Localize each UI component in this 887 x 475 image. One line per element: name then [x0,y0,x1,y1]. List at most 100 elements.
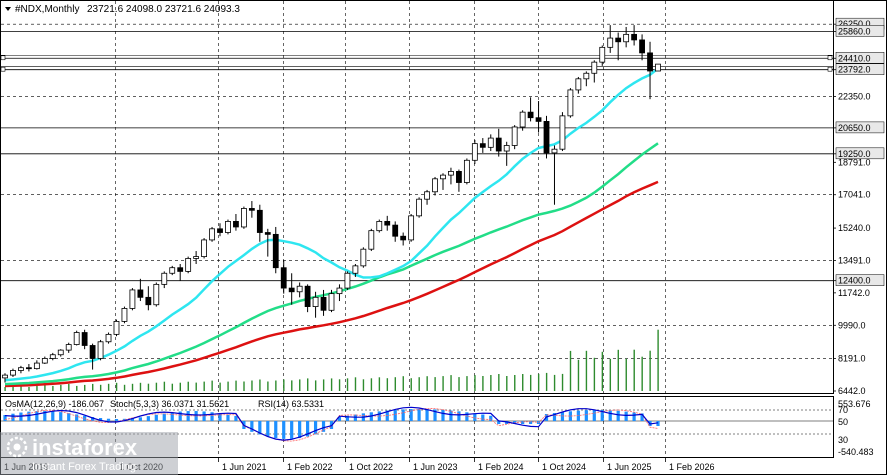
candle-body [185,258,192,272]
osma-histogram-bar [83,415,87,421]
candle-body [193,256,200,259]
osma-histogram-bar [59,412,63,421]
candle-body [18,367,24,371]
candle-body [360,248,367,267]
indicator-axis-label: 553.676 [838,399,871,409]
osma-histogram-bar [154,414,158,421]
osma-histogram-bar [337,417,342,421]
candle-body [416,198,422,217]
candle-body [105,333,112,343]
volume-bar [561,373,564,391]
osma-histogram-bar [274,421,278,439]
rsi-label: RSI(14) 63.5331 [258,399,324,409]
volume-bar [330,378,333,391]
osma-histogram-bar [433,409,437,421]
volume-bar [36,386,38,391]
volume-bar [163,381,166,391]
candle-body [328,293,335,311]
candle-body [2,374,8,379]
level-handle[interactable] [827,66,833,72]
candle-body [256,209,263,233]
osma-histogram-bar [146,416,150,421]
price-label-box [835,63,885,75]
indicator-axis-label: 70 [838,405,848,415]
osma-histogram-bar [417,409,421,421]
level-handle[interactable] [0,66,6,72]
osma-histogram-bar [3,415,7,421]
volume-bar [370,378,373,391]
candle-body [217,228,223,233]
osma-histogram-bar [162,413,166,421]
volume-bar [434,377,436,391]
time-label: 1 Jun 2019 [4,462,49,472]
volume-bar [577,359,580,391]
osma-histogram-bar [656,421,660,426]
candle-body [49,354,56,359]
candle-body [241,208,247,228]
volume-bar [219,382,221,391]
candle-body [97,341,104,359]
candle-body [57,349,64,356]
volume-bar [44,385,46,391]
level-handle[interactable] [0,55,6,61]
volume-bar [346,378,349,391]
candle-body [456,171,462,183]
time-label: 1 Jun 2023 [413,462,458,472]
candle-body [153,283,160,306]
osma-histogram-bar [226,414,230,421]
volume-bar [378,377,381,391]
volume-bar [171,383,174,391]
osma-histogram-bar [194,411,198,421]
osma-histogram-bar [51,411,55,421]
price-label-box [835,121,885,134]
candle-body [392,224,399,237]
time-label: 1 Jun 2021 [222,462,267,472]
candle-body [41,358,48,364]
candle-body [209,228,215,241]
volume-bar [291,380,293,391]
volume-bar [649,350,651,391]
ma-slow-line [4,180,659,388]
candle-body [65,344,72,351]
osma-histogram-bar [27,411,31,421]
candle-body [551,148,558,154]
osma-histogram-bar [98,418,103,421]
osma-histogram-bar [122,418,127,421]
candle-body [527,111,534,119]
osma-histogram-bar [489,415,493,421]
candle-body [272,233,279,269]
price-label: 13491.0 [838,255,871,265]
price-label: 11742.0 [838,288,870,298]
volume-bar [267,381,269,391]
candle-body [89,345,96,359]
volume-bar [402,376,404,391]
osma-histogram-bar [258,421,262,435]
price-label: 19250.0 [838,149,871,159]
osma-histogram-bar [43,411,47,421]
osma-histogram-bar [306,421,310,437]
volume-bar [147,383,150,391]
candle-body [25,367,32,370]
osma-histogram-bar [313,421,318,435]
osma-histogram-bar [11,413,15,421]
volume-bar [522,374,524,391]
candle-body [448,171,454,176]
horizontal-levels [0,31,833,282]
osma-histogram-bar [521,421,525,424]
candle-body [559,115,566,150]
dropdown-triangle-icon[interactable] [5,7,11,11]
osma-histogram-bar [298,421,302,439]
level-handle[interactable] [827,55,833,61]
candle-body [225,221,231,233]
volume-bar [155,382,158,391]
candle-body [233,221,239,228]
volume-bar [482,376,484,391]
volume-bar [299,379,301,391]
candle-body [336,287,343,295]
candle-body [583,72,590,80]
candle-body [599,46,606,63]
